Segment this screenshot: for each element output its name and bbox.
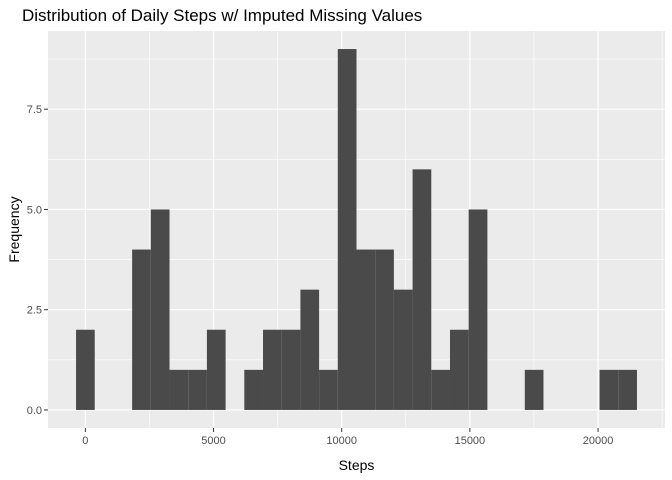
x-tick-label: 0 [82,435,88,447]
y-tick-label: 0.0 [27,405,42,417]
histogram-bar [263,329,282,410]
x-axis: 0 5000 10000 15000 20000 [82,428,613,447]
y-tick-label: 7.5 [27,104,42,116]
histogram-bar [524,369,544,410]
histogram-bar [618,369,637,410]
histogram-bar [393,289,413,410]
histogram-bar [244,369,264,410]
x-tick-label: 10000 [326,435,357,447]
histogram-bar [468,209,488,410]
y-axis-title: Frequency [6,196,22,262]
x-tick-label: 15000 [455,435,486,447]
histogram-bar [356,249,376,410]
y-tick-label: 2.5 [27,305,42,317]
histogram-bars [76,49,637,410]
histogram-bar [599,369,619,410]
histogram-bar [132,249,151,410]
histogram-bar [281,329,301,410]
histogram-bar [412,169,432,410]
histogram-bar [449,329,469,410]
x-tick-label: 20000 [583,435,614,447]
histogram-bar [431,369,450,410]
y-tick-label: 5.0 [27,204,42,216]
x-tick-label: 5000 [201,435,225,447]
histogram-bar [150,209,170,410]
histogram-bar [169,369,189,410]
histogram-bar [375,249,394,410]
histogram-bar [76,329,95,410]
histogram-bar [300,289,320,410]
histogram-bar [337,49,357,410]
x-axis-title: Steps [339,457,375,473]
histogram-bar [188,369,207,410]
histogram-bar [206,329,226,410]
histogram-bar [319,369,338,410]
chart-title: Distribution of Daily Steps w/ Imputed M… [22,6,422,25]
y-axis: 0.0 2.5 5.0 7.5 [27,104,48,417]
